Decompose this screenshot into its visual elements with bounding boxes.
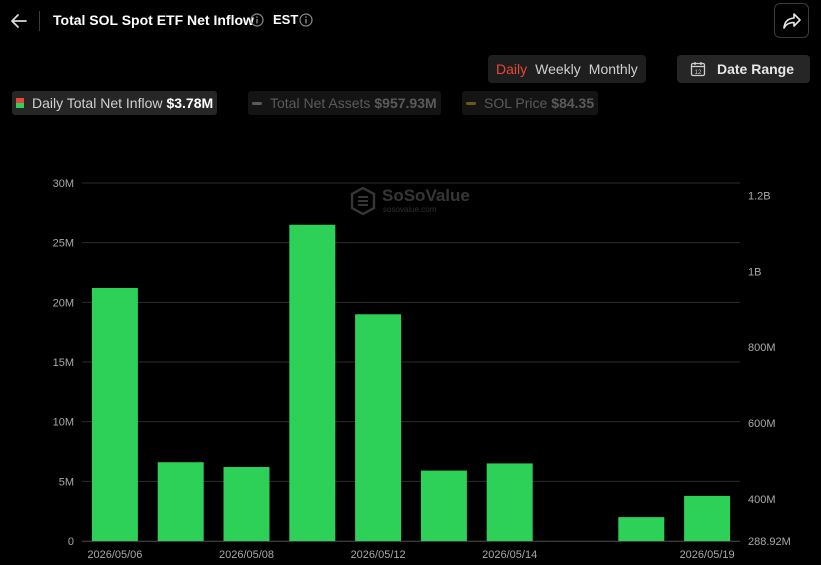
bar-2026/05/06[interactable] [91, 288, 138, 541]
bar-2026/05/14[interactable] [486, 463, 533, 541]
header-divider [39, 11, 40, 31]
legend-value: $84.35 [551, 95, 595, 111]
y-left-tick-label: 10M [53, 417, 74, 429]
y-right-tick-label: 1B [748, 266, 761, 278]
y-left-tick-label: 0 [68, 536, 74, 548]
legend-item-daily-net-inflow[interactable]: Daily Total Net Inflow $3.78M [12, 91, 218, 115]
bar-2026/05/18[interactable] [618, 517, 665, 541]
y-right-tick-label: 600M [748, 418, 776, 430]
x-tick-label: 2026/05/12 [351, 549, 406, 561]
y-left-tick-label: 20M [53, 297, 74, 309]
y-left-tick-label: 25M [53, 238, 74, 250]
watermark-name: SoSoValue [382, 186, 470, 205]
bar-2026/05/12[interactable] [355, 314, 402, 541]
legend-item-total-net-assets[interactable]: Total Net Assets $957.93M [248, 91, 441, 115]
y-left-tick-label: 30M [53, 178, 74, 190]
line-swatch-icon [466, 101, 476, 105]
bar-2026/05/13[interactable] [420, 470, 467, 541]
tab-weekly[interactable]: Weekly [535, 61, 581, 77]
calendar-icon: 12 [690, 62, 706, 77]
page-title: Total SOL Spot ETF Net Inflow [53, 12, 254, 28]
info-icon[interactable] [250, 13, 264, 27]
x-tick-label: 2026/05/14 [482, 549, 537, 561]
date-range-button[interactable]: 12 Date Range [677, 55, 810, 83]
legend-value: $957.93M [374, 95, 437, 111]
watermark: SoSoValue sosovalue.com [350, 186, 480, 216]
bar-2026/05/07[interactable] [157, 462, 204, 541]
legend-label: SOL Price [484, 95, 548, 111]
date-range-label: Date Range [717, 61, 795, 77]
tab-daily[interactable]: Daily [496, 61, 528, 77]
y-left-tick-label: 15M [53, 357, 74, 369]
x-tick-label: 2026/05/08 [219, 549, 274, 561]
tab-monthly[interactable]: Monthly [588, 61, 638, 77]
timezone-label: EST [273, 12, 299, 27]
period-selector: Daily Weekly Monthly [488, 55, 646, 83]
bar-2026/05/11[interactable] [289, 224, 336, 541]
header: Total SOL Spot ETF Net Inflow EST [0, 0, 821, 42]
y-right-tick-label: 288.92M [748, 536, 791, 548]
x-tick-label: 2026/05/19 [680, 549, 735, 561]
svg-text:12: 12 [695, 70, 702, 76]
y-right-tick-label: 800M [748, 342, 776, 354]
legend-label: Daily Total Net Inflow [32, 95, 163, 111]
watermark-url: sosovalue.com [383, 205, 437, 214]
x-tick-label: 2026/05/06 [87, 549, 142, 561]
y-right-tick-label: 1.2B [748, 191, 771, 203]
line-swatch-icon [252, 101, 262, 105]
back-arrow-icon[interactable] [8, 10, 30, 32]
share-button[interactable] [774, 3, 809, 38]
legend-label: Total Net Assets [270, 95, 371, 111]
y-right-tick-label: 400M [748, 494, 776, 506]
bar-2026/05/08[interactable] [223, 467, 270, 541]
sosovalue-logo-icon [350, 187, 376, 215]
legend-value: $3.78M [166, 95, 214, 111]
timezone-info-icon[interactable] [299, 13, 313, 27]
bar-swatch-icon [16, 98, 24, 108]
y-left-tick-label: 5M [59, 476, 74, 488]
bar-2026/05/19[interactable] [684, 495, 731, 541]
legend-item-sol-price[interactable]: SOL Price $84.35 [462, 91, 599, 115]
share-icon [782, 12, 801, 29]
